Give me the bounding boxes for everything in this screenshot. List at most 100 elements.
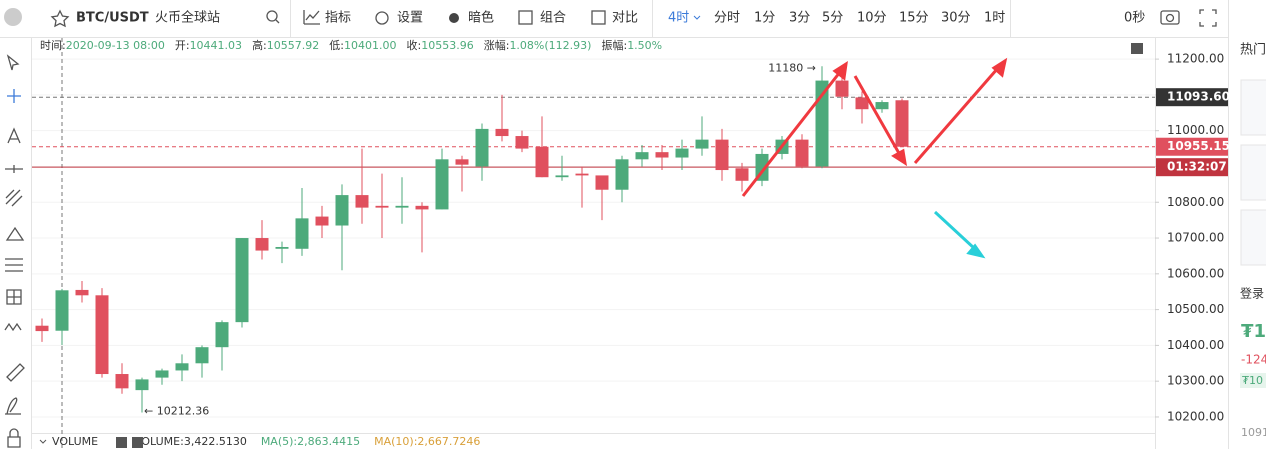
info-label: 低: [329,39,344,52]
candle-body [795,139,809,167]
volume-close[interactable] [132,437,143,448]
candle-body [575,173,589,176]
side-card [1240,209,1266,266]
interval-option[interactable]: 3分 [789,11,810,26]
volume-item: VOLUME [52,435,98,448]
y-tick-label: 10700.00 [1167,231,1224,245]
price-tag-label: 01:32:07 [1167,160,1227,174]
y-tick-label: 10500.00 [1167,302,1224,316]
expand-icon[interactable] [1131,43,1143,54]
candle-body [175,363,189,371]
candle-body [595,175,609,190]
candle-body [135,379,149,391]
candle-body [895,100,909,147]
candle-body [275,246,289,249]
interval-option[interactable]: 1分 [754,11,775,26]
info-line: 时间:2020-09-13 08:00 开:10441.03 高:10557.92 低… [40,38,662,52]
candle-body [75,289,89,296]
countdown: 0秒 [1124,11,1145,26]
candle-body [715,139,729,171]
side-price: ₮1 [1241,321,1266,342]
brush-tool[interactable] [5,397,21,415]
text-tool[interactable] [7,127,21,144]
candle-body [735,168,749,181]
toolbar-item[interactable]: 组合 [540,11,566,26]
indicator-icon[interactable] [303,10,320,25]
camera-icon[interactable] [1160,10,1180,25]
compare-icon[interactable] [591,10,606,25]
grid-tool[interactable] [6,289,22,305]
toolbar-item[interactable]: 暗色 [468,10,494,26]
candle-body [875,102,889,110]
info-value: 1.50% [627,39,662,52]
candle-body [95,295,109,375]
volume-item: MA(5):2,863.4415 [261,435,360,448]
shape-tool[interactable] [5,226,25,241]
interval-option[interactable]: 10分 [857,11,887,26]
cyan-arrow [933,210,986,259]
lock-tool[interactable] [7,428,21,448]
candle-body [355,195,369,208]
side-card [1240,79,1266,136]
arrow-head [891,148,908,167]
interval-option[interactable]: 15分 [899,11,929,26]
arrow [853,75,902,156]
fullscreen-icon[interactable] [1199,9,1217,27]
interval-caret [693,15,701,20]
y-tick-label: 11000.00 [1167,123,1224,137]
toolbar-item[interactable]: 指标 [325,11,351,26]
settings-icon[interactable] [375,11,389,25]
arrow [913,67,1000,164]
line-tool[interactable] [5,165,23,173]
channel-tool[interactable] [5,189,23,207]
search-icon[interactable] [266,10,280,24]
pattern-tool[interactable] [4,322,22,332]
side-bottom: 1091 [1241,426,1266,439]
candle-body [535,146,549,178]
candle-body [55,290,69,331]
ruler-tool[interactable] [6,363,25,382]
candle-body [815,80,829,167]
arrow-head [991,57,1008,78]
interval-option[interactable]: 4时 [668,11,689,26]
min-label: ← 10212.36 [144,405,209,418]
candle-body [855,97,869,110]
side-change: -124 [1241,353,1266,367]
candle-body [375,205,389,208]
interval-option[interactable]: 30分 [941,11,971,26]
volume-settings[interactable] [116,437,127,448]
candle-body [695,139,709,149]
info-value: 2020-09-13 08:00 [66,39,165,52]
logo [4,8,22,26]
candle-body [495,128,509,137]
toolbar-item[interactable]: 设置 [397,11,423,26]
volume-item: MA(10):2,667.7246 [374,435,480,448]
max-label: 11180 → [768,61,816,74]
side-card [1240,144,1266,201]
volume-item: VOLUME:3,422.5130 [134,435,247,448]
info-label: 涨幅: [484,39,510,52]
y-tick-label: 10400.00 [1167,338,1224,352]
y-tick-label: 10800.00 [1167,195,1224,209]
candle-body [635,152,649,160]
cursor-tool[interactable] [6,54,20,71]
info-label: 振幅: [601,38,627,52]
candle-body [335,195,349,226]
price-tag [1156,137,1228,156]
fib-tool[interactable] [5,258,23,272]
arrow [933,210,977,251]
interval-option[interactable]: 1时 [984,11,1005,26]
interval-option[interactable]: 分时 [714,11,740,26]
candle-body [155,370,169,378]
layout-icon[interactable] [518,10,533,25]
interval-option[interactable]: 5分 [822,11,843,26]
crosshair-tool[interactable] [7,89,21,103]
dark-icon[interactable] [449,13,459,23]
toolbar-item[interactable]: 对比 [612,11,638,26]
candle-body [475,128,489,167]
favorite-icon[interactable] [50,9,70,28]
info-label: 收: [407,38,422,52]
candle-body [455,159,469,165]
